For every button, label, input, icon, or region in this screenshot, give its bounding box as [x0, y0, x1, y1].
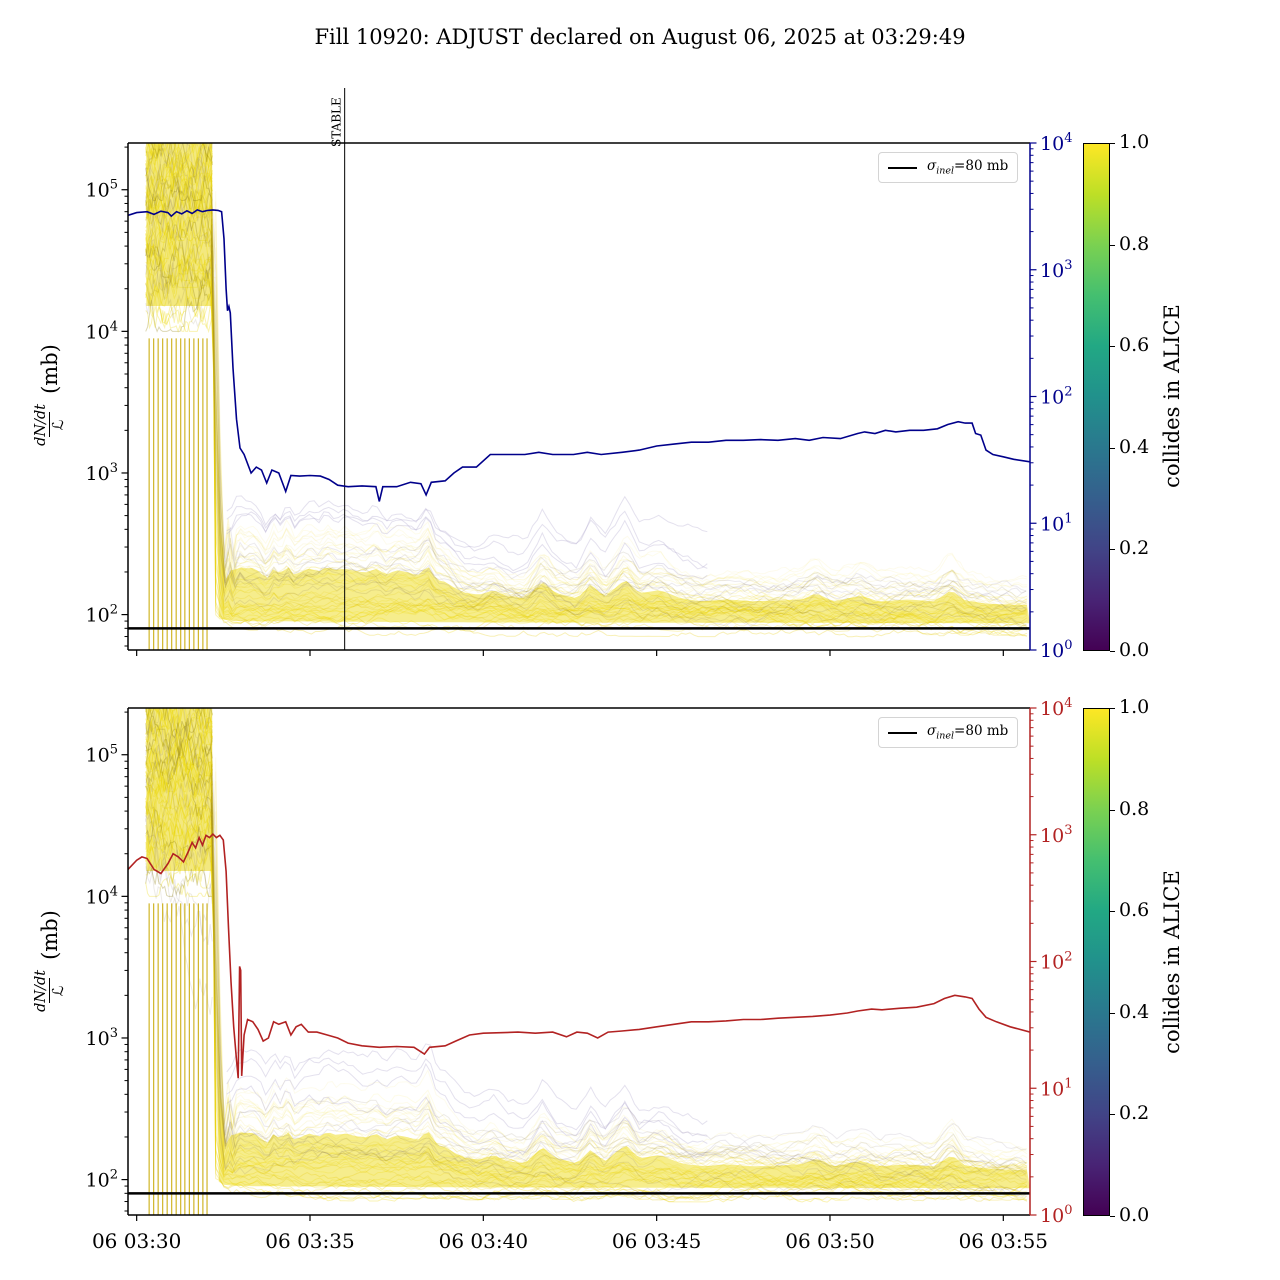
figure-title: Fill 10920: ADJUST declared on August 06…	[314, 25, 966, 49]
colorbar-tick-mark	[1110, 809, 1115, 811]
ylabel-denominator: ℒ	[49, 978, 67, 1004]
colorbar-tick-mark	[1110, 549, 1115, 551]
x-tick-label: 06 03:55	[959, 1229, 1048, 1253]
colorbar-tick-mark	[1110, 1216, 1115, 1217]
right-tick-label: 104	[1040, 696, 1072, 720]
colorbar-tick-mark	[1110, 447, 1115, 449]
colorbar-tick-label: 0.4	[1119, 1000, 1150, 1023]
stable-marker-label: STABLE	[330, 97, 344, 147]
colorbar-tick-mark	[1110, 143, 1115, 144]
legend-label: σinel=80 mb	[927, 723, 1009, 742]
y-tick-label: 103	[86, 461, 118, 485]
colorbar-tick-label: 1.0	[1119, 131, 1150, 153]
ylabel-fraction: dN/dt ℒ	[33, 402, 67, 448]
top-rate-line	[128, 209, 1030, 502]
colorbar-tick-mark	[1110, 651, 1115, 652]
colorbar-label-top: collides in ALICE	[1160, 304, 1184, 488]
x-tick-label: 06 03:35	[265, 1229, 354, 1253]
colorbar-tick-mark	[1110, 911, 1115, 913]
ylabel-numerator: dN/dt	[32, 403, 49, 446]
axes-spines	[127, 707, 1031, 1216]
colorbar-tick-mark	[1110, 1114, 1115, 1116]
right-tick-label: 103	[1040, 258, 1072, 282]
right-tick-label: 102	[1040, 950, 1072, 974]
x-tick-label: 06 03:50	[785, 1229, 874, 1253]
colorbar-label-bottom: collides in ALICE	[1160, 870, 1184, 1054]
legend-top: σinel=80 mb	[878, 152, 1018, 183]
colorbar-tick-mark	[1110, 244, 1115, 246]
legend-line-sample	[888, 731, 917, 734]
colorbar-tick-label: 0.0	[1119, 1204, 1150, 1226]
y-tick-label: 105	[86, 743, 118, 767]
bottom-panel: 102 103 104 105 100 101 102 103 104 06 03:30 06 03…	[86, 696, 1073, 1253]
right-tick-label: 101	[1040, 511, 1072, 535]
right-tick-label: 101	[1040, 1076, 1072, 1100]
colorbar-tick-label: 0.2	[1119, 1102, 1150, 1125]
colorbar-tick-label: 0.2	[1119, 537, 1150, 560]
colorbar-tick-label: 0.0	[1119, 639, 1150, 661]
x-tick-label: 06 03:40	[439, 1229, 528, 1253]
trace-bundle	[145, 143, 1030, 650]
right-tick-label: 103	[1040, 823, 1072, 847]
ylabel-denominator: ℒ	[49, 412, 67, 438]
ylabel-unit: (mb)	[38, 910, 62, 960]
right-tick-label: 104	[1040, 131, 1072, 155]
right-tick-label: 100	[1040, 638, 1072, 662]
colorbar-tick-label: 0.4	[1119, 435, 1150, 458]
colorbar-tick-label: 1.0	[1119, 696, 1150, 718]
y-tick-label: 104	[86, 884, 118, 908]
right-tick-label: 102	[1040, 385, 1072, 409]
legend-label: σinel=80 mb	[927, 158, 1009, 177]
y-tick-label: 105	[86, 178, 118, 202]
colorbar-tick-label: 0.6	[1119, 334, 1150, 357]
trace-bundle	[145, 708, 1030, 1215]
colorbar-tick-mark	[1110, 1012, 1115, 1014]
colorbar-tick-label: 0.6	[1119, 899, 1150, 922]
y-tick-label: 103	[86, 1026, 118, 1050]
colorbar-tick-label: 0.8	[1119, 232, 1150, 255]
colorbar-tick-label: 0.8	[1119, 797, 1150, 820]
x-tick-label: 06 03:30	[92, 1229, 181, 1253]
y-tick-label: 102	[86, 1168, 118, 1192]
ylabel-unit: (mb)	[38, 344, 62, 394]
y-axis-label-bottom: dN/dt ℒ (mb)	[20, 857, 80, 1067]
legend-line-sample	[888, 166, 917, 169]
ylabel-fraction: dN/dt ℒ	[33, 968, 67, 1014]
ylabel-numerator: dN/dt	[32, 969, 49, 1012]
legend-bottom: σinel=80 mb	[878, 717, 1018, 748]
y-axis-label-top: dN/dt ℒ (mb)	[20, 291, 80, 501]
colorbar-tick-mark	[1110, 346, 1115, 348]
axis-ticks	[121, 707, 1037, 1221]
bottom-rate-line	[128, 832, 1030, 1079]
axis-ticks	[121, 142, 1037, 656]
top-panel: STABLE 102 103 104 105 100 101 102 103 104	[86, 88, 1072, 662]
y-tick-label: 102	[86, 603, 118, 627]
right-tick-label: 100	[1040, 1203, 1072, 1227]
colorbar-bottom	[1083, 708, 1110, 1216]
colorbar-top	[1083, 143, 1110, 651]
colorbar-tick-mark	[1110, 708, 1115, 709]
y-tick-label: 104	[86, 319, 118, 343]
x-tick-label: 06 03:45	[612, 1229, 701, 1253]
